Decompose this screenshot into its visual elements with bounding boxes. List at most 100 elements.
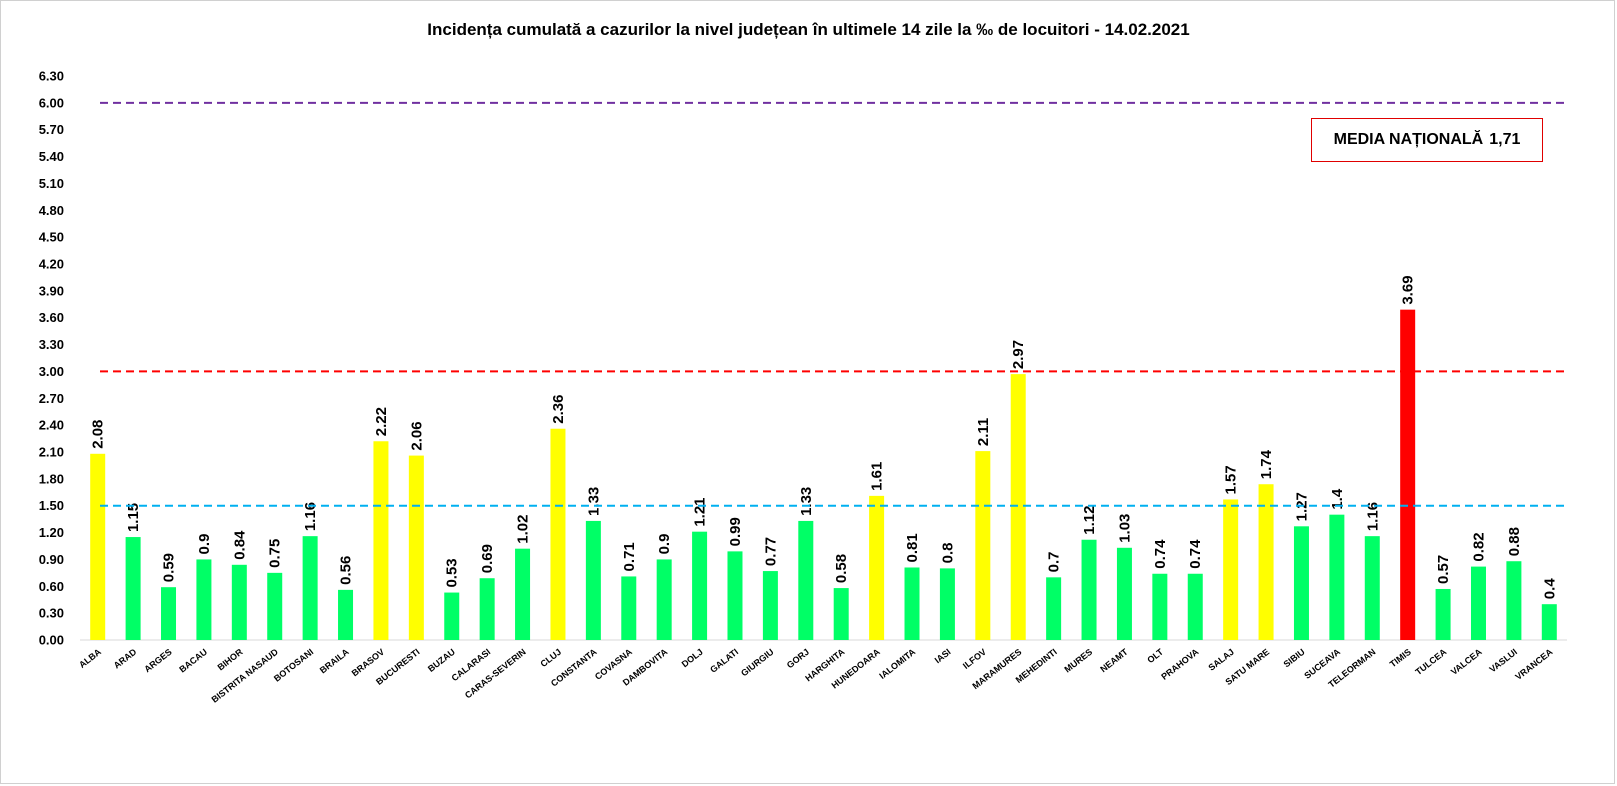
data-label: 1.12 xyxy=(1081,506,1098,535)
y-tick-label: 5.40 xyxy=(39,149,64,164)
category-label: BACAU xyxy=(177,647,209,675)
y-tick-label: 6.30 xyxy=(39,69,64,84)
bar-timis xyxy=(1400,309,1416,640)
y-tick-label: 6.00 xyxy=(39,95,64,110)
category-label: MURES xyxy=(1062,647,1094,675)
data-label: 1.33 xyxy=(585,487,602,516)
bar-harghita xyxy=(833,588,849,640)
data-label: 0.7 xyxy=(1046,551,1063,572)
category-label: BRAILA xyxy=(318,646,351,675)
bar-maramures xyxy=(1010,374,1026,640)
national-average-value: 1,71 xyxy=(1489,131,1521,148)
data-label: 2.22 xyxy=(373,407,390,436)
data-label: 0.75 xyxy=(267,539,284,568)
bar-olt xyxy=(1152,573,1168,640)
category-label: CARAS-SEVERIN xyxy=(463,647,528,701)
data-label: 1.33 xyxy=(798,487,815,516)
y-tick-label: 4.80 xyxy=(39,203,64,218)
y-tick-label: 2.40 xyxy=(39,418,64,433)
bar-calarasi xyxy=(479,578,495,640)
y-tick-label: 0.30 xyxy=(39,606,64,621)
data-label: 1.74 xyxy=(1258,449,1275,479)
bar-cluj xyxy=(550,428,566,640)
category-label: GIURGIU xyxy=(739,647,776,679)
y-tick-label: 1.80 xyxy=(39,471,64,486)
y-tick-label: 1.20 xyxy=(39,525,64,540)
y-tick-label: 0.90 xyxy=(39,552,64,567)
category-label: VASLUI xyxy=(1487,647,1519,675)
data-label: 0.59 xyxy=(161,553,178,582)
bar-arad xyxy=(125,537,141,640)
chart-title: Incidența cumulată a cazurilor la nivel … xyxy=(427,20,1190,39)
category-label: PRAHOVA xyxy=(1159,646,1200,681)
bar-hunedoara xyxy=(869,495,885,640)
bar-mures xyxy=(1081,539,1097,640)
data-label: 0.77 xyxy=(762,537,779,566)
category-label: TIMIS xyxy=(1388,647,1413,670)
bar-ilfov xyxy=(975,451,991,640)
data-label: 1.16 xyxy=(1364,502,1381,531)
data-label: 0.8 xyxy=(939,543,956,564)
y-tick-label: 3.30 xyxy=(39,337,64,352)
data-label: 2.11 xyxy=(975,418,992,446)
bar-iasi xyxy=(939,568,955,640)
data-label: 2.06 xyxy=(408,421,425,450)
data-label: 0.69 xyxy=(479,544,496,573)
bar-galati xyxy=(727,551,743,640)
bar-brasov xyxy=(373,441,389,640)
category-label: DOLJ xyxy=(680,647,705,670)
category-label: VRANCEA xyxy=(1513,646,1555,682)
bar-tulcea xyxy=(1435,588,1451,640)
bar-suceava xyxy=(1329,514,1345,640)
y-tick-label: 0.00 xyxy=(39,633,64,648)
bar-caras-severin xyxy=(515,548,531,640)
bar-covasna xyxy=(621,576,637,640)
data-label: 2.36 xyxy=(550,395,567,424)
bar-botosani xyxy=(302,536,318,640)
bar-gorj xyxy=(798,520,814,640)
y-tick-label: 4.20 xyxy=(39,257,64,272)
data-label: 0.4 xyxy=(1541,578,1558,600)
data-label: 1.02 xyxy=(515,514,532,543)
bar-alba xyxy=(90,453,106,640)
data-label: 1.21 xyxy=(692,497,709,526)
data-label: 0.57 xyxy=(1435,555,1452,584)
bar-dolj xyxy=(692,531,708,640)
category-label: BUZAU xyxy=(426,647,457,674)
bar-buzau xyxy=(444,592,460,640)
data-label: 0.99 xyxy=(727,517,744,546)
bar-sibiu xyxy=(1293,526,1309,640)
data-label: 0.53 xyxy=(444,558,461,587)
bar-braila xyxy=(338,589,354,640)
y-tick-label: 3.00 xyxy=(39,364,64,379)
y-tick-label: 2.10 xyxy=(39,445,64,460)
y-tick-label: 2.70 xyxy=(39,391,64,406)
bar-bacau xyxy=(196,559,212,640)
data-label: 1.16 xyxy=(302,502,319,531)
category-label: BISTRITA NASAUD xyxy=(210,646,281,704)
data-label: 2.08 xyxy=(90,420,107,449)
bar-salaj xyxy=(1223,499,1239,640)
y-tick-label: 3.90 xyxy=(39,283,64,298)
bar-ialomita xyxy=(904,567,920,640)
category-label: ARAD xyxy=(112,646,139,670)
category-label: OLT xyxy=(1145,646,1165,665)
y-tick-label: 3.60 xyxy=(39,310,64,325)
bar-constanta xyxy=(585,520,601,640)
data-label: 0.81 xyxy=(904,533,921,562)
category-label: BOTOSANI xyxy=(272,647,315,684)
bar-dambovita xyxy=(656,559,672,640)
category-label: TULCEA xyxy=(1413,646,1448,677)
data-label: 1.03 xyxy=(1116,514,1133,543)
bar-bistrita-nasaud xyxy=(267,572,283,640)
bar-arges xyxy=(161,587,177,640)
data-label: 1.4 xyxy=(1329,488,1346,510)
y-tick-label: 5.10 xyxy=(39,176,64,191)
bar-satu-mare xyxy=(1258,484,1274,640)
category-label: ARGES xyxy=(142,647,173,675)
bar-bucuresti xyxy=(408,455,424,640)
category-label: VALCEA xyxy=(1449,646,1484,677)
bar-prahova xyxy=(1187,573,1203,640)
category-label: SIBIU xyxy=(1282,647,1307,670)
data-label: 0.71 xyxy=(621,542,638,571)
